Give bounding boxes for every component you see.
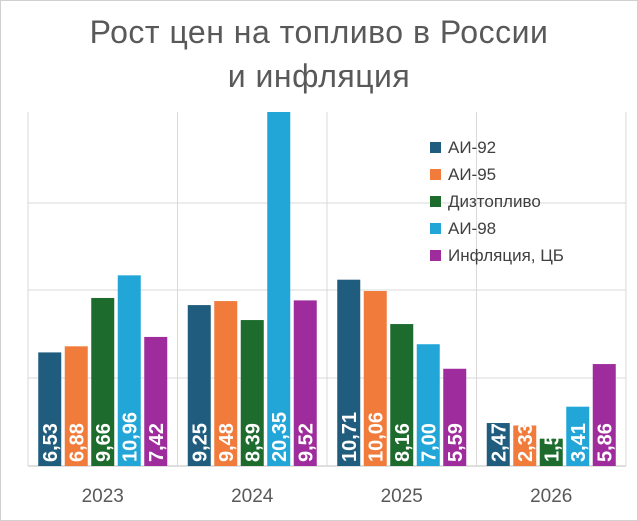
data-label: 5,86 bbox=[594, 423, 616, 462]
legend-swatch bbox=[430, 223, 441, 234]
bar-инфляция-цб-2023 bbox=[144, 336, 168, 466]
x-tick-label: 2024 bbox=[231, 486, 274, 507]
legend-label: АИ-92 bbox=[448, 138, 496, 157]
legend-swatch bbox=[430, 169, 441, 180]
chart-title-line-1: Рост цен на топливо в России bbox=[89, 14, 549, 50]
bar-аи-95-2025 bbox=[363, 291, 387, 466]
bar-аи-95-2026 bbox=[513, 425, 537, 466]
data-label: 10,96 bbox=[119, 412, 141, 462]
legend-label: Дизтопливо bbox=[448, 192, 541, 211]
legend-swatch bbox=[430, 142, 441, 153]
x-tick-label: 2025 bbox=[381, 486, 423, 507]
data-label: 3,41 bbox=[568, 423, 590, 462]
data-label: 7,42 bbox=[146, 423, 168, 462]
bar-аи-95-2024 bbox=[214, 301, 238, 466]
data-label: 2,33 bbox=[515, 423, 537, 462]
x-tick-label: 2023 bbox=[82, 486, 124, 507]
data-label: 2,47 bbox=[488, 423, 510, 462]
bar-аи-98-2023 bbox=[117, 275, 141, 466]
bar-дизтопливо-2024 bbox=[240, 320, 264, 466]
legend-swatch bbox=[430, 196, 441, 207]
data-label: 9,25 bbox=[189, 423, 211, 462]
chart-title-line-2: и инфляция bbox=[227, 58, 411, 94]
data-label: 7,00 bbox=[418, 423, 440, 462]
data-label: 1,57 bbox=[541, 423, 563, 462]
bar-аи-98-2024 bbox=[267, 112, 291, 466]
bar-инфляция-цб-2025 bbox=[443, 368, 467, 466]
bar-аи-98-2025 bbox=[416, 344, 440, 466]
data-label: 8,39 bbox=[242, 423, 264, 462]
data-label: 8,16 bbox=[392, 423, 414, 462]
legend-label: Инфляция, ЦБ bbox=[448, 246, 564, 265]
data-label: 5,59 bbox=[445, 423, 467, 462]
legend-label: АИ-95 bbox=[448, 165, 496, 184]
x-tick-label: 2026 bbox=[530, 486, 572, 507]
bar-аи-95-2023 bbox=[64, 346, 88, 466]
data-label: 20,35 bbox=[269, 412, 291, 462]
bar-аи-92-2025 bbox=[337, 279, 361, 466]
data-label: 10,71 bbox=[339, 412, 361, 462]
legend-label: АИ-98 bbox=[448, 219, 496, 238]
data-label: 10,06 bbox=[365, 412, 387, 462]
bar-дизтопливо-2026 bbox=[539, 438, 563, 466]
data-label: 9,66 bbox=[93, 423, 115, 462]
data-label: 9,52 bbox=[295, 423, 317, 462]
data-label: 9,48 bbox=[216, 423, 238, 462]
bar-дизтопливо-2023 bbox=[91, 297, 115, 466]
bar-аи-92-2024 bbox=[187, 305, 211, 466]
bar-инфляция-цб-2024 bbox=[293, 300, 317, 466]
bar-дизтопливо-2025 bbox=[390, 324, 414, 466]
data-label: 6,88 bbox=[66, 423, 88, 462]
bar-аи-92-2023 bbox=[38, 352, 62, 466]
bar-аи-92-2026 bbox=[486, 423, 510, 466]
bar-аи-98-2026 bbox=[566, 406, 590, 466]
data-label: 6,53 bbox=[40, 423, 62, 462]
legend-swatch bbox=[430, 250, 441, 261]
bar-инфляция-цб-2026 bbox=[592, 364, 616, 466]
